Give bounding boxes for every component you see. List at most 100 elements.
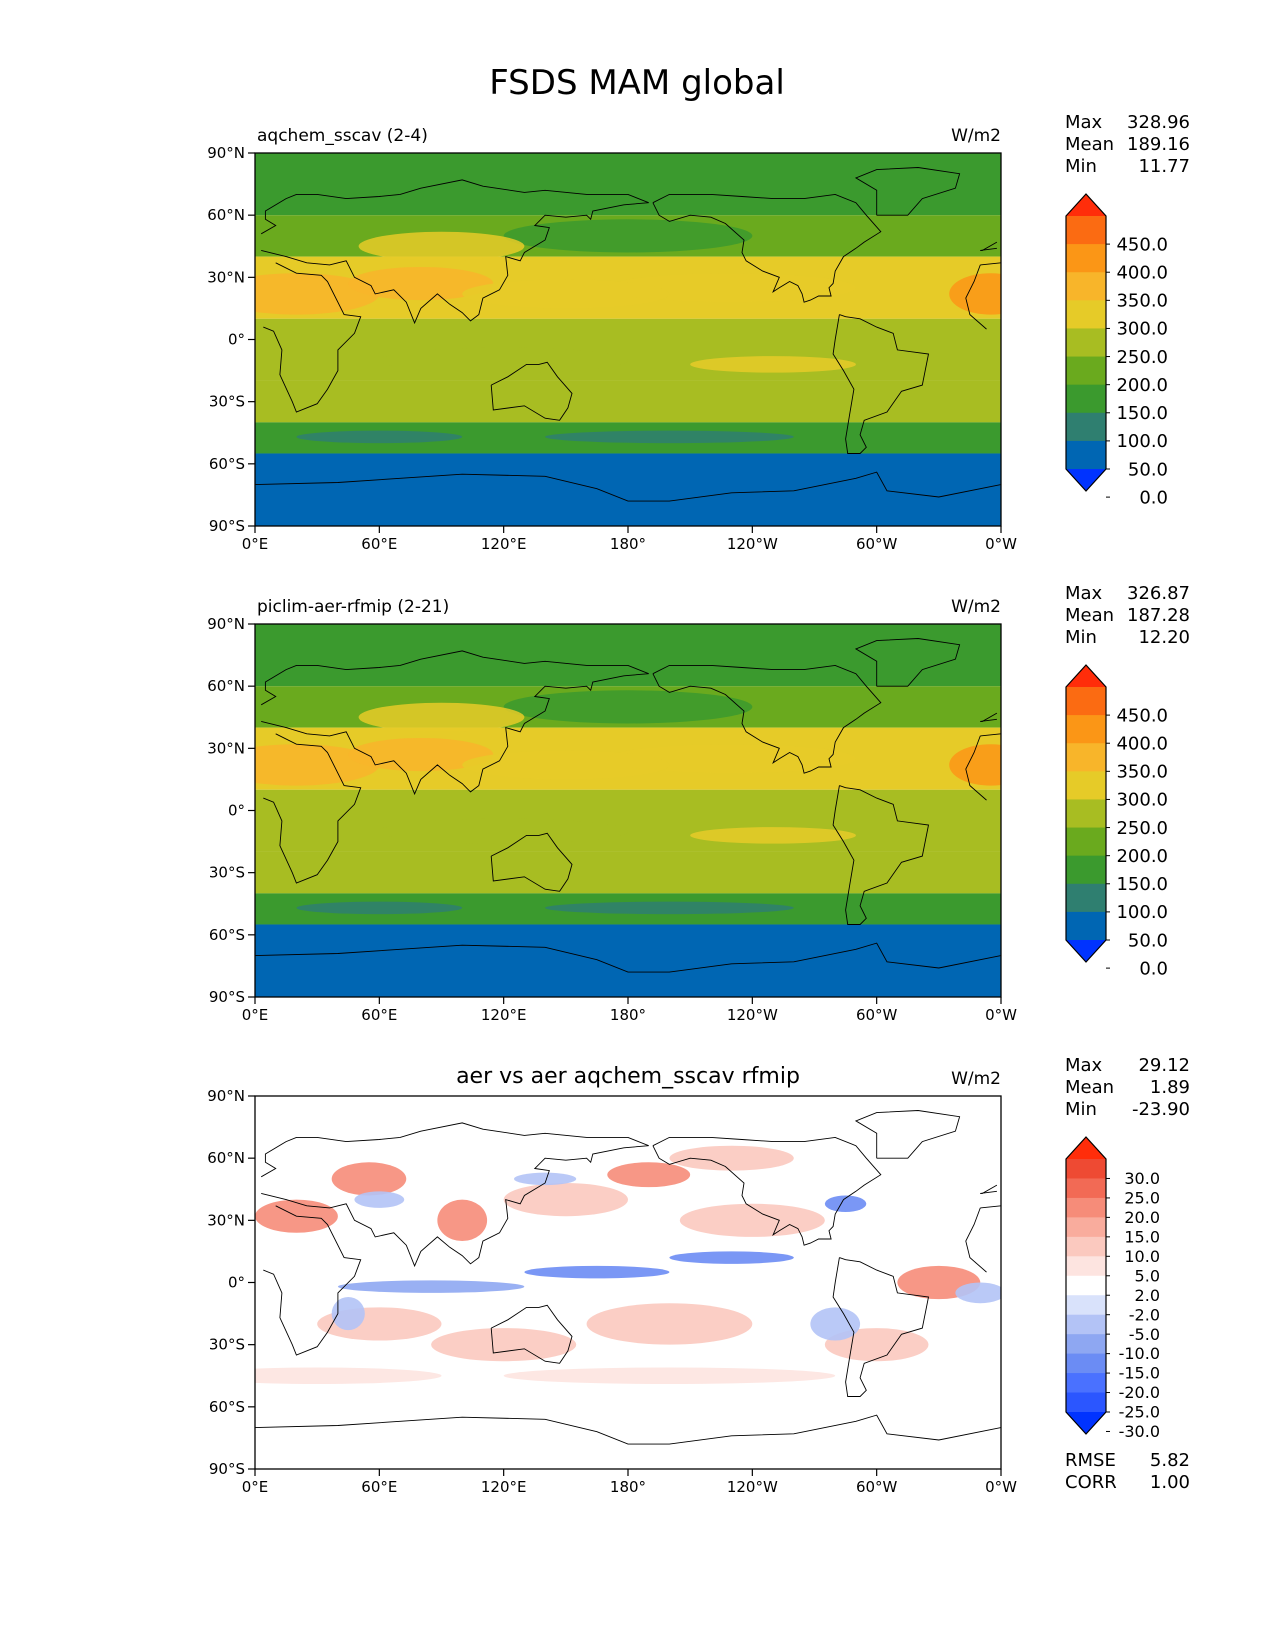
colorbar-label: 300.0 <box>1116 319 1168 340</box>
stat-label-max: Max <box>1065 1055 1103 1076</box>
colorbar: 450.0 400.0 350.0 300.0 250.0 200.0 150.0 100.0… <box>1065 664 1168 979</box>
panel-units: W/m2 <box>951 1069 1001 1089</box>
stat-label-mean: Mean <box>1065 134 1114 155</box>
coastline-africa-2 <box>965 1207 987 1273</box>
zonal-band-0 <box>255 624 1001 687</box>
colorbar-swatch <box>1066 300 1106 329</box>
zonal-band-4 <box>255 380 1001 423</box>
lat-tick-label: 30°N <box>207 739 245 757</box>
diff-region-16 <box>669 1251 794 1264</box>
panel-difference: aer vs aer aqchem_sscav rfmip W/m2 90°N 6… <box>207 1055 1190 1496</box>
diff-region-9 <box>586 1303 753 1345</box>
axis-ticks: 90°N 60°N 30°N 0° 30°S 60°S 90°S0°E 60°E 120°E 18… <box>207 144 1017 553</box>
colorbar-swatch <box>1066 384 1106 414</box>
coastline-africa-0 <box>980 733 1001 737</box>
coastline-eurasia-2 <box>980 241 998 251</box>
lat-tick-label: 90°S <box>209 517 245 535</box>
axis-ticks: 90°N 60°N 30°N 0° 30°S 60°S 90°S0°E 60°E 120°E 18… <box>207 1087 1017 1496</box>
field-region-6 <box>503 690 753 724</box>
colorbar-label: -5.0 <box>1129 1325 1160 1344</box>
colorbar: 30.025.020.015.010.05.02.0-2.0-5.0-10.0-… <box>1065 1136 1160 1441</box>
colorbar-label: 150.0 <box>1116 403 1168 424</box>
colorbar-label: -10.0 <box>1119 1344 1160 1363</box>
colorbar-label: -25.0 <box>1119 1403 1160 1422</box>
figure-title: FSDS MAM global <box>489 63 785 103</box>
lat-tick-label: 60°S <box>209 926 245 944</box>
coastline-greenland <box>854 167 961 216</box>
lon-tick-label: 60°E <box>361 1006 397 1024</box>
colorbar-extend-min <box>1066 940 1106 962</box>
stat-value-max: 328.96 <box>1127 112 1190 133</box>
lon-tick-label: 180° <box>610 1006 646 1024</box>
coastline-eurasia-1 <box>260 650 649 796</box>
coastline-antarctica <box>255 942 1001 973</box>
lon-tick-label: 0°W <box>985 1478 1017 1496</box>
field-region-7 <box>358 702 525 732</box>
summary-stats: RMSE 5.82 CORR 1.00 <box>1065 1450 1190 1493</box>
diff-region-18 <box>810 1307 861 1341</box>
lat-tick-label: 60°S <box>209 455 245 473</box>
zonal-band-4 <box>255 851 1001 894</box>
stat-label-mean: Mean <box>1065 1077 1114 1098</box>
colorbar-swatch <box>1066 883 1106 913</box>
coastline-africa-2 <box>965 735 987 801</box>
colorbar-swatch <box>1066 1295 1106 1316</box>
colorbar-swatch <box>1066 272 1106 301</box>
field-region-10 <box>379 347 628 373</box>
colorbar-swatch <box>1066 771 1106 800</box>
field-region-4 <box>462 750 670 780</box>
coastline-north-america <box>652 1136 882 1246</box>
colorbar-swatch <box>1066 911 1106 941</box>
colorbar-label: 25.0 <box>1124 1189 1160 1208</box>
colorbar-swatch <box>1066 1275 1106 1296</box>
colorbar-swatch <box>1066 687 1106 716</box>
lon-tick-label: 60°E <box>361 1478 397 1496</box>
colorbar-label: 400.0 <box>1116 263 1168 284</box>
lon-tick-label: 0°W <box>985 1006 1017 1024</box>
coastline-africa-1 <box>263 733 362 884</box>
coastline-eurasia-2 <box>980 1184 998 1194</box>
lon-tick-label: 0°E <box>242 535 269 553</box>
stat-label-mean: Mean <box>1065 605 1114 626</box>
lon-tick-label: 60°W <box>856 1006 898 1024</box>
lat-tick-label: 0° <box>228 331 245 349</box>
colorbar-swatch <box>1066 356 1106 386</box>
lat-tick-label: 90°N <box>207 615 245 633</box>
field-region-5 <box>690 827 856 844</box>
lon-tick-label: 60°W <box>856 1478 898 1496</box>
diff-region-11 <box>669 1145 794 1171</box>
colorbar-label: 50.0 <box>1128 930 1168 951</box>
zonal-band-3 <box>255 318 1001 381</box>
lat-tick-label: 90°N <box>207 144 245 162</box>
lat-tick-label: 0° <box>228 802 245 820</box>
colorbar-swatch <box>1066 216 1106 245</box>
colorbar-extend-min <box>1066 1412 1106 1434</box>
diff-region-1 <box>331 1162 407 1196</box>
colorbar-swatch <box>1066 1178 1106 1199</box>
colorbar-label: 450.0 <box>1116 234 1168 255</box>
colorbar-label: 250.0 <box>1116 347 1168 368</box>
colorbar-label: -20.0 <box>1119 1383 1160 1402</box>
coastline-africa-0 <box>980 1205 1001 1209</box>
field-region-9 <box>545 430 794 444</box>
coastline-eurasia-1 <box>260 179 649 325</box>
panel-title: piclim-aer-rfmip (2-21) <box>257 597 449 617</box>
diff-region-2 <box>437 1199 488 1242</box>
lon-tick-label: 120°E <box>481 1006 527 1024</box>
coastline-eurasia-1 <box>260 1122 649 1268</box>
summary-value-rmse: 5.82 <box>1150 1450 1190 1471</box>
lat-tick-label: 90°S <box>209 1460 245 1478</box>
stat-label-min: Min <box>1065 627 1097 648</box>
colorbar-label: 2.0 <box>1135 1286 1160 1305</box>
lon-tick-label: 180° <box>610 535 646 553</box>
stats-block: Max 328.96 Mean 189.16 Min 11.77 <box>1065 112 1190 177</box>
lat-tick-label: 30°N <box>207 1211 245 1229</box>
diff-region-14 <box>337 1280 525 1293</box>
field-region-3 <box>607 744 856 774</box>
colorbar-label: -15.0 <box>1119 1364 1160 1383</box>
field-region-7 <box>358 231 525 261</box>
colorbar-label: 5.0 <box>1135 1266 1160 1285</box>
stat-value-mean: 187.28 <box>1127 605 1190 626</box>
colorbar-label: 400.0 <box>1116 734 1168 755</box>
diff-region-17 <box>824 1195 867 1213</box>
